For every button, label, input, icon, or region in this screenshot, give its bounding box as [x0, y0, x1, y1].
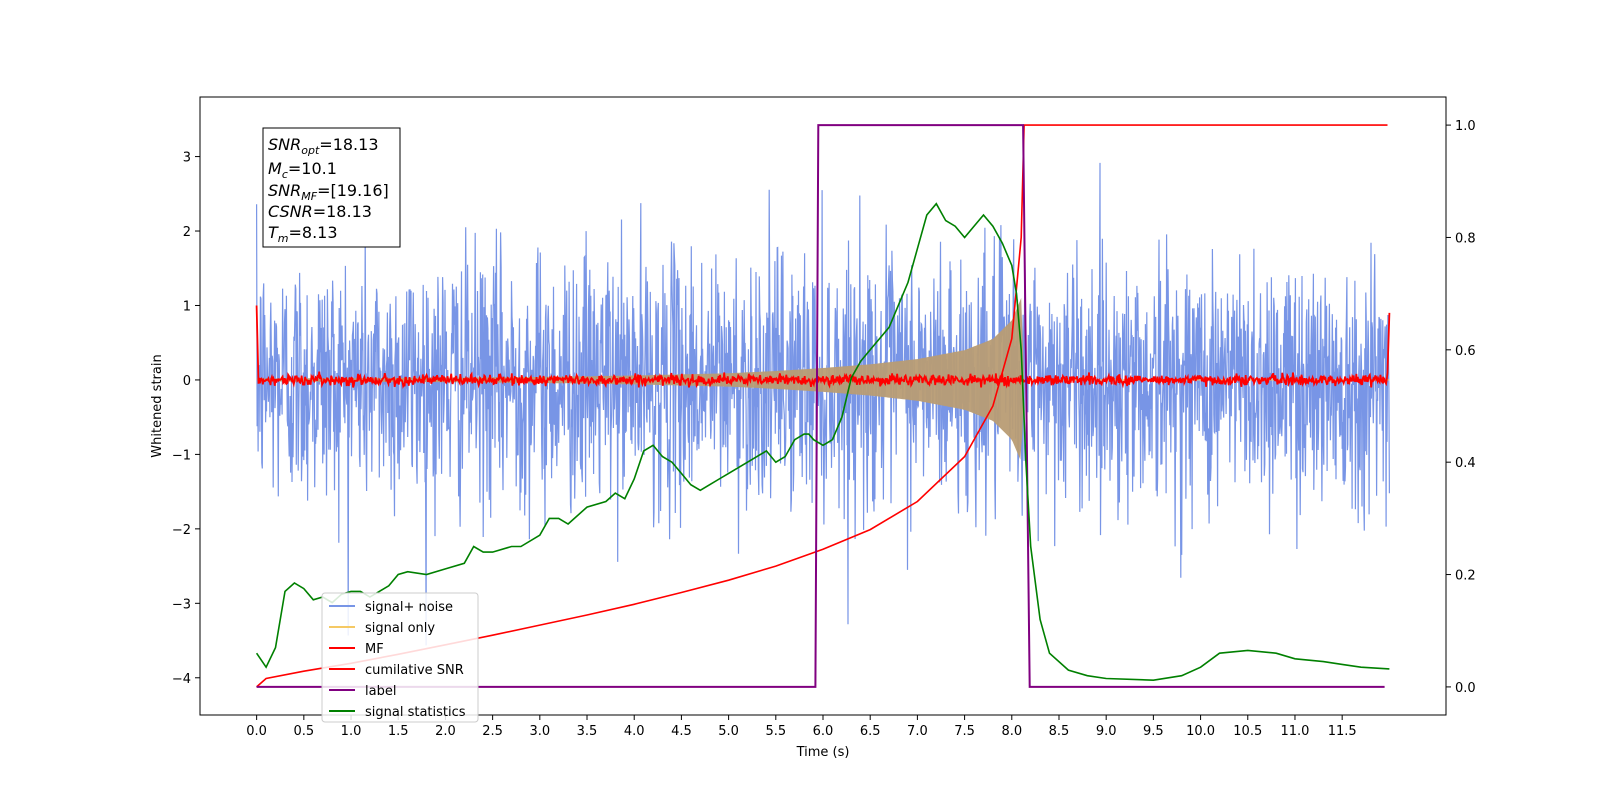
- y-axis-label: Whitened strain: [150, 354, 165, 457]
- x-tick-label: 4.5: [671, 724, 692, 739]
- series-label: [256, 124, 1385, 688]
- x-tick-label: 9.0: [1096, 724, 1117, 739]
- y-left-tick-label: 1: [183, 299, 191, 314]
- y-axis-right-ticks: 1.0 0.8 0.6 0.4 0.2 0.0: [1446, 119, 1476, 696]
- noise-trace: [256, 162, 1390, 646]
- series-signal-noise: [256, 162, 1390, 646]
- legend-label: signal statistics: [365, 705, 466, 720]
- x-tick-label: 3.0: [529, 724, 550, 739]
- legend-label: signal only: [365, 621, 435, 636]
- x-tick-label: 0.0: [246, 724, 267, 739]
- x-axis-label: Time (s): [796, 745, 850, 760]
- legend-label: label: [365, 684, 396, 699]
- y-left-tick-label: 3: [183, 151, 191, 166]
- x-tick-label: 3.5: [577, 724, 598, 739]
- info-box: SNRopt=18.13 Mc=10.1 SNRMF=[19.16] CSNR=…: [262, 127, 401, 248]
- y-left-tick-label: 0: [183, 374, 191, 389]
- y-right-tick-label: 0.0: [1455, 681, 1476, 696]
- y-left-tick-label: 2: [183, 225, 191, 240]
- y-axis-left-ticks: 3 2 1 0 −1 −2 −3 −4: [172, 151, 200, 687]
- y-left-tick-label: −2: [172, 523, 191, 538]
- x-tick-label: 10.5: [1233, 724, 1262, 739]
- signal-envelope: [256, 298, 1025, 460]
- y-right-tick-label: 0.4: [1455, 456, 1476, 471]
- legend-label: MF: [365, 642, 384, 657]
- x-tick-label: 2.5: [482, 724, 503, 739]
- x-tick-label: 5.5: [765, 724, 786, 739]
- x-tick-label: 11.0: [1280, 724, 1309, 739]
- y-right-tick-label: 0.6: [1455, 344, 1476, 359]
- mf-trace: [255, 305, 1391, 389]
- x-tick-label: 10.0: [1186, 724, 1215, 739]
- info-snr-mf: SNRMF=[19.16]: [268, 181, 389, 203]
- x-tick-label: 1.5: [388, 724, 409, 739]
- info-tm: Tm=8.13: [268, 223, 338, 245]
- y-right-tick-label: 0.2: [1455, 569, 1476, 584]
- y-right-tick-label: 1.0: [1455, 119, 1476, 134]
- legend-label: signal+ noise: [365, 600, 453, 615]
- info-mc: Mc=10.1: [268, 159, 337, 181]
- legend: signal+ noise signal only MF cumilative SNR…: [321, 592, 479, 723]
- x-axis-ticks: 0.0 0.5 1.0 1.5 2.0 2.5 3.0 3.5 4.0 4.5 5.0 5.5 6.0 6…: [246, 715, 1357, 739]
- y-right-tick-label: 0.8: [1455, 231, 1476, 246]
- x-tick-label: 7.5: [954, 724, 975, 739]
- y-left-tick-label: −3: [172, 597, 191, 612]
- x-tick-label: 0.5: [293, 724, 314, 739]
- line-trace: [255, 202, 1390, 682]
- series-mf: [255, 305, 1391, 389]
- series-signal-statistics: [255, 202, 1390, 682]
- y-left-tick-label: −4: [172, 672, 191, 687]
- y-left-tick-label: −1: [172, 448, 191, 463]
- x-tick-label: 11.5: [1328, 724, 1357, 739]
- x-tick-label: 6.5: [860, 724, 881, 739]
- info-csnr: CSNR=18.13: [268, 202, 372, 221]
- x-tick-label: 8.0: [1001, 724, 1022, 739]
- x-tick-label: 5.0: [718, 724, 739, 739]
- legend-label: cumilative SNR: [365, 663, 464, 678]
- info-snr-opt: SNRopt=18.13: [268, 135, 379, 157]
- x-tick-label: 7.0: [907, 724, 928, 739]
- x-tick-label: 9.5: [1143, 724, 1164, 739]
- x-tick-label: 8.5: [1049, 724, 1070, 739]
- x-tick-label: 4.0: [624, 724, 645, 739]
- line-trace: [256, 124, 1385, 688]
- x-tick-label: 1.0: [341, 724, 362, 739]
- x-tick-label: 2.0: [435, 724, 456, 739]
- x-tick-label: 6.0: [813, 724, 834, 739]
